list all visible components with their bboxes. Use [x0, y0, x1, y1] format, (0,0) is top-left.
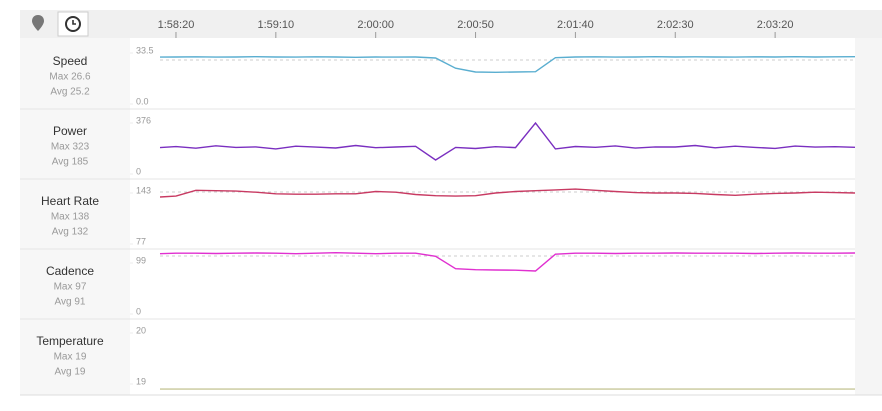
series-line	[159, 121, 856, 161]
y-tick-label: 33.5	[136, 45, 154, 55]
time-tick-label: 2:03:20	[757, 19, 794, 31]
metric-title: Power	[53, 124, 87, 138]
y-tick-label: 143	[136, 185, 151, 195]
series-line	[159, 251, 856, 272]
metric-stat: Max 138	[51, 212, 90, 223]
metric-stat: Max 323	[51, 142, 90, 153]
metric-stat: Avg 132	[52, 227, 89, 238]
series-line	[159, 55, 856, 74]
right-gutter	[855, 38, 882, 395]
time-tick-label: 1:58:20	[158, 19, 195, 31]
metric-title: Cadence	[46, 264, 94, 278]
time-tick-label: 2:00:00	[357, 19, 394, 31]
y-tick-label: 19	[136, 376, 146, 386]
pin-icon	[32, 15, 44, 31]
metric-stat: Avg 19	[55, 367, 86, 378]
time-toggle[interactable]	[57, 11, 89, 37]
metric-title: Heart Rate	[41, 194, 99, 208]
metric-stat: Max 97	[54, 282, 87, 293]
metric-stat: Max 19	[54, 352, 87, 363]
metric-stat: Max 26.6	[49, 72, 91, 83]
y-tick-label: 0	[136, 166, 141, 176]
toolbar	[20, 10, 882, 38]
time-tick-label: 2:01:40	[557, 19, 594, 31]
y-tick-label: 0.0	[136, 96, 149, 106]
clock-hands	[72, 20, 76, 25]
series-line	[159, 188, 856, 198]
metric-stat: Avg 91	[55, 297, 86, 308]
clock-icon	[65, 16, 81, 32]
map-toggle[interactable]	[24, 12, 54, 36]
time-tick-label: 2:00:50	[457, 19, 494, 31]
time-tick-label: 1:59:10	[257, 19, 294, 31]
label-column	[20, 38, 130, 395]
time-tick-label: 2:02:30	[657, 19, 694, 31]
metric-title: Temperature	[36, 334, 104, 348]
y-tick-label: 77	[136, 236, 146, 246]
metric-stat: Avg 25.2	[50, 87, 90, 98]
y-tick-label: 20	[136, 325, 146, 335]
metric-title: Speed	[53, 54, 88, 68]
y-tick-label: 99	[136, 255, 146, 265]
y-tick-label: 0	[136, 306, 141, 316]
y-tick-label: 376	[136, 115, 151, 125]
metric-stat: Avg 185	[52, 157, 89, 168]
